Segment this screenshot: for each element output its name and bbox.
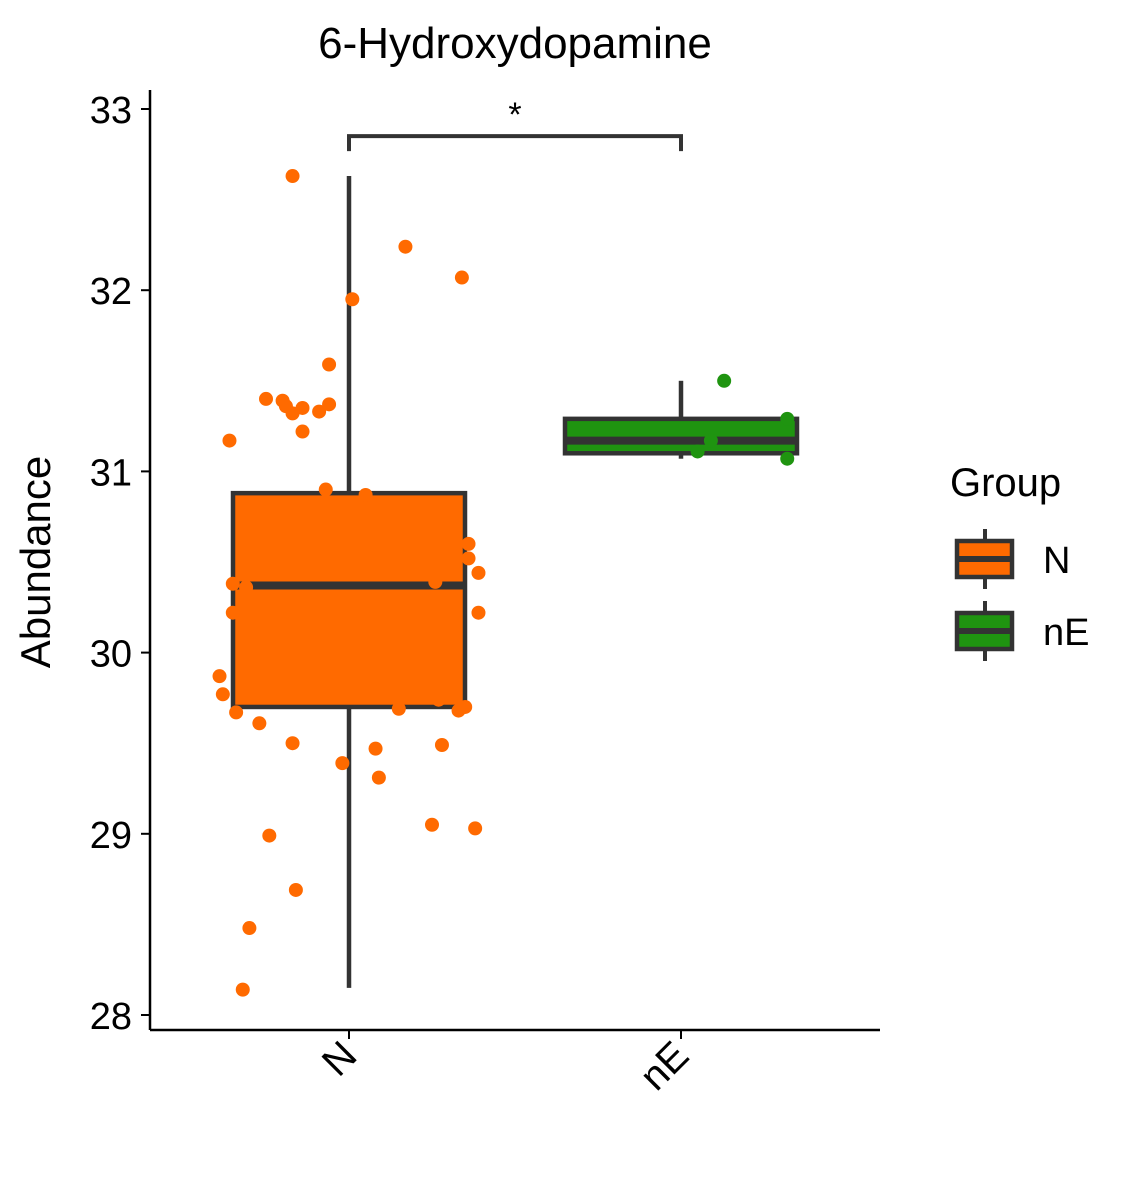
data-point — [259, 391, 273, 406]
data-point — [295, 424, 310, 439]
data-point — [428, 574, 443, 589]
legend-label: nE — [1043, 612, 1089, 654]
data-point — [318, 482, 333, 497]
data-point — [322, 357, 337, 372]
data-point — [368, 741, 383, 756]
data-point — [780, 451, 795, 466]
data-point — [471, 565, 486, 580]
data-point — [222, 433, 237, 448]
data-point — [703, 433, 718, 448]
y-tick-label: 31 — [90, 452, 132, 494]
x-tick-label: N — [314, 1033, 366, 1085]
data-point — [335, 756, 350, 771]
plot-area: 28 29 30 31 32 33 N nE * — [90, 90, 880, 1099]
y-tick-label: 33 — [90, 90, 132, 132]
data-point — [434, 738, 449, 753]
data-point — [471, 605, 486, 620]
data-point — [461, 551, 476, 566]
data-point — [468, 821, 483, 836]
data-point — [239, 580, 254, 595]
data-point — [461, 536, 476, 551]
significance-bracket — [347, 134, 683, 152]
y-axis-label: Abundance — [12, 456, 59, 669]
legend-title: Group — [950, 461, 1061, 505]
legend-label: N — [1043, 540, 1070, 582]
data-point — [235, 982, 250, 997]
legend: Group NnE — [950, 461, 1089, 661]
box-nE — [562, 416, 800, 456]
data-point — [285, 169, 300, 184]
data-point — [717, 373, 732, 388]
y-tick-label: 32 — [90, 271, 132, 313]
chart-title: 6-Hydroxydopamine — [318, 19, 712, 68]
data-point — [229, 705, 244, 720]
data-point — [285, 736, 300, 751]
data-point — [454, 270, 469, 285]
data-point — [780, 411, 795, 426]
data-point — [322, 397, 337, 412]
y-tick-label: 30 — [90, 634, 132, 676]
data-point — [398, 239, 413, 254]
data-point — [242, 921, 257, 936]
data-point — [690, 444, 705, 459]
y-tick-label: 28 — [90, 996, 132, 1038]
data-point — [425, 817, 439, 832]
data-point — [451, 703, 466, 718]
data-point — [285, 406, 300, 421]
data-point — [358, 487, 373, 502]
significance-label: * — [508, 96, 521, 134]
y-tick-label: 29 — [90, 815, 132, 857]
data-point — [215, 687, 230, 702]
data-point — [391, 701, 406, 716]
data-point — [212, 669, 227, 684]
data-point — [312, 404, 327, 419]
data-point — [371, 770, 386, 785]
data-point — [288, 882, 303, 897]
data-point — [262, 828, 277, 843]
data-point — [431, 692, 446, 707]
data-point — [225, 576, 240, 591]
x-tick-label: nE — [632, 1033, 698, 1099]
box-N — [230, 490, 468, 710]
data-point — [345, 292, 360, 307]
data-point — [225, 605, 240, 620]
data-point — [252, 716, 267, 731]
